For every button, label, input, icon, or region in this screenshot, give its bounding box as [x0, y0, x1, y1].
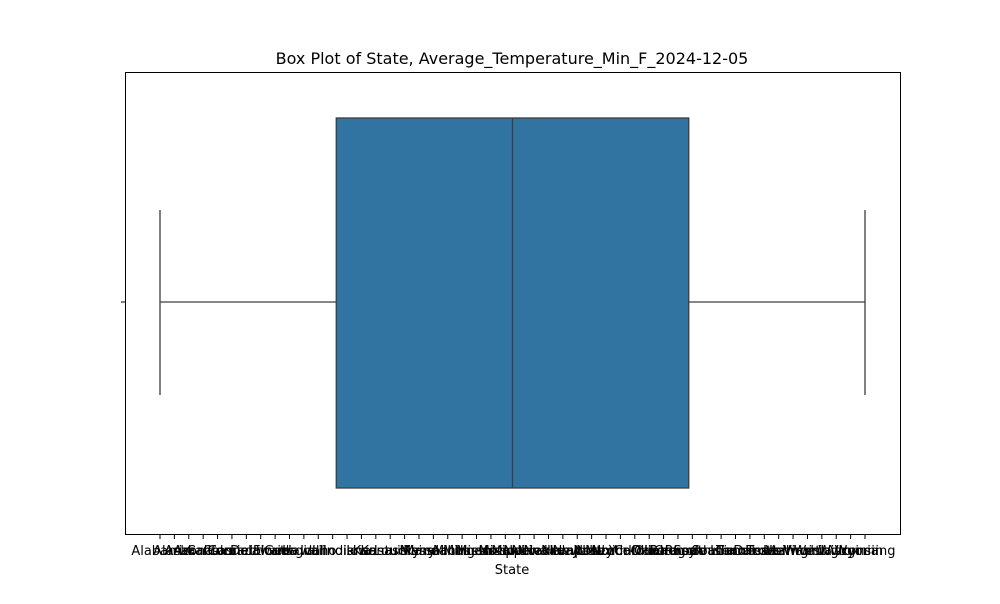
- x-tick-label: Maine: [399, 544, 438, 559]
- x-tick-label: Nevada: [524, 544, 574, 559]
- x-tick-label: Pennsylvania: [650, 544, 735, 559]
- x-tick-label: Hawaii: [282, 544, 326, 559]
- x-tick-label: Wyoming: [834, 544, 895, 559]
- x-tick-label: Vermont: [766, 544, 821, 559]
- x-tick-label: South Carolina: [673, 544, 768, 559]
- x-tick-label: North Carolina: [573, 544, 667, 559]
- x-axis-label: State: [495, 563, 529, 578]
- x-tick-label: Delaware: [230, 544, 291, 559]
- x-tick-label: North Dakota: [592, 544, 679, 559]
- x-tick-label: Colorado: [203, 544, 261, 559]
- x-tick-label: Kansas: [353, 544, 399, 559]
- x-tick-label: West Virginia: [794, 544, 879, 559]
- x-tick-label: Alaska: [153, 544, 196, 559]
- x-tick-label: Florida: [253, 544, 297, 559]
- x-tick-label: Massachusetts: [400, 544, 496, 559]
- x-tick-label: Ohio: [634, 544, 664, 559]
- x-tick-label: Kentucky: [361, 544, 421, 559]
- x-tick-label: Mississippi: [456, 544, 525, 559]
- x-tick-label: Rhode Island: [665, 544, 749, 559]
- x-tick-label: Maryland: [403, 544, 463, 559]
- chart-marks: [159, 117, 866, 489]
- x-tick-label: Washington: [784, 544, 860, 559]
- x-tick-label: Arkansas: [174, 544, 233, 559]
- x-tick-label: New Hampshire: [511, 544, 614, 559]
- x-tick-label: Oklahoma: [630, 544, 696, 559]
- x-tick-label: Michigan: [433, 544, 491, 559]
- x-tick-label: Nebraska: [503, 544, 564, 559]
- chart-title: Box Plot of State, Average_Temperature_M…: [276, 49, 749, 69]
- plot-area-frame: [125, 72, 901, 535]
- x-tick-label: New Mexico: [553, 544, 631, 559]
- x-tick-label: Wisconsin: [818, 544, 883, 559]
- x-tick-label: Louisiana: [374, 544, 435, 559]
- x-tick-label: Utah: [763, 544, 794, 559]
- x-tick-label: Idaho: [300, 544, 336, 559]
- x-tick-label: Montana: [491, 544, 548, 559]
- x-tick-label: California: [187, 544, 249, 559]
- x-tick-label: Missouri: [479, 544, 533, 559]
- x-tick-label: Virginia: [783, 544, 832, 559]
- x-tick-label: Connecticut: [207, 544, 285, 559]
- x-tick-label: Illinois: [312, 544, 353, 559]
- x-tick-label: Minnesota: [443, 544, 510, 559]
- x-tick-label: New York: [576, 544, 636, 559]
- x-tick-label: Texas: [745, 544, 782, 559]
- x-tick-label: Tennessee: [715, 544, 784, 559]
- x-tick-label: Indiana: [323, 544, 371, 559]
- x-tick-label: Georgia: [264, 544, 315, 559]
- x-tick-label: South Dakota: [692, 544, 780, 559]
- x-tick-label: Alabama: [131, 544, 188, 559]
- x-axis-ticks: AlabamaAlaskaArizonaArkansasCaliforniaCo…: [131, 534, 896, 559]
- x-tick-label: Oregon: [654, 544, 702, 559]
- x-tick-label: New Jersey: [541, 544, 613, 559]
- x-tick-label: Iowa: [346, 544, 376, 559]
- x-tick-label: Arizona: [164, 544, 213, 559]
